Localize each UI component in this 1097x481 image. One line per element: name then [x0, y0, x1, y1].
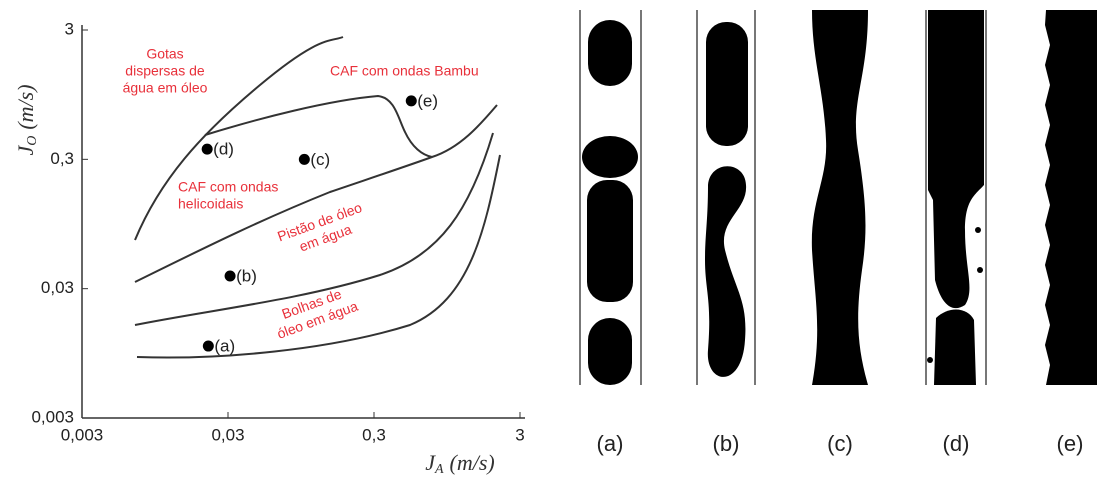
region-label-line: dispersas de: [125, 63, 205, 79]
axis-symbol: J: [425, 450, 436, 475]
y-tick-label: 0,3: [50, 149, 74, 168]
point-label: (c): [310, 150, 330, 169]
y-tick-label: 3: [65, 19, 74, 38]
oil-droplet: [975, 227, 981, 233]
region-label-line: Gotas: [146, 46, 183, 62]
data-point: [202, 340, 214, 352]
boundary-curve: [134, 132, 494, 326]
boundary-curve: [204, 94, 433, 158]
axis-sub: O: [25, 136, 40, 146]
data-point: [201, 143, 213, 155]
x-tick-label: 3: [515, 425, 524, 444]
axis-sub: A: [434, 462, 444, 477]
oil-core: [928, 10, 984, 309]
data-point: [405, 95, 417, 107]
y-tick-label: 0,003: [31, 407, 74, 426]
x-tick-label: 0,03: [211, 425, 244, 444]
x-tick-label: 0,3: [362, 425, 386, 444]
region-label-line: helicoidais: [178, 196, 243, 212]
point-label: (a): [214, 337, 235, 356]
x-tick-label: 0,003: [61, 425, 104, 444]
axis-unit: (m/s): [450, 450, 495, 475]
oil-drop: [588, 318, 632, 385]
flow-images: [579, 10, 1097, 385]
oil-core: [1045, 10, 1097, 385]
data-point: [298, 153, 310, 165]
oil-slug: [705, 166, 747, 377]
panel-caption: (a): [597, 431, 624, 456]
oil-drop: [582, 136, 638, 178]
panel-caption: (e): [1057, 431, 1084, 456]
point-label: (d): [213, 140, 234, 159]
oil-droplet: [927, 357, 933, 363]
panel-caption: (c): [827, 431, 853, 456]
boundary-curve: [134, 36, 344, 241]
region-label: CAF com ondas Bambu: [330, 63, 479, 79]
boundaries: [134, 36, 501, 359]
oil-droplet: [977, 267, 983, 273]
axis-symbol: J: [13, 145, 38, 156]
panel-caption: (d): [943, 431, 970, 456]
region-label-line: CAF com ondas Bambu: [330, 63, 479, 79]
region-label-line: água em óleo: [123, 80, 208, 96]
data-point: [224, 270, 236, 282]
oil-slug: [706, 22, 748, 146]
point-label: (b): [236, 266, 257, 285]
axis-label: JA (m/s): [425, 450, 495, 477]
panel-caption: (b): [713, 431, 740, 456]
point-label: (e): [417, 91, 438, 110]
oil-slug: [587, 180, 633, 302]
oil-core: [811, 10, 868, 385]
oil-drop: [588, 20, 632, 86]
oil-core: [934, 309, 976, 385]
boundary-curve: [136, 154, 501, 359]
axis-label: JO (m/s): [13, 84, 40, 155]
axis-unit: (m/s): [13, 84, 38, 129]
boundary-curve: [134, 104, 498, 283]
y-tick-label: 0,03: [41, 278, 74, 297]
region-label-line: CAF com ondas: [178, 179, 278, 195]
